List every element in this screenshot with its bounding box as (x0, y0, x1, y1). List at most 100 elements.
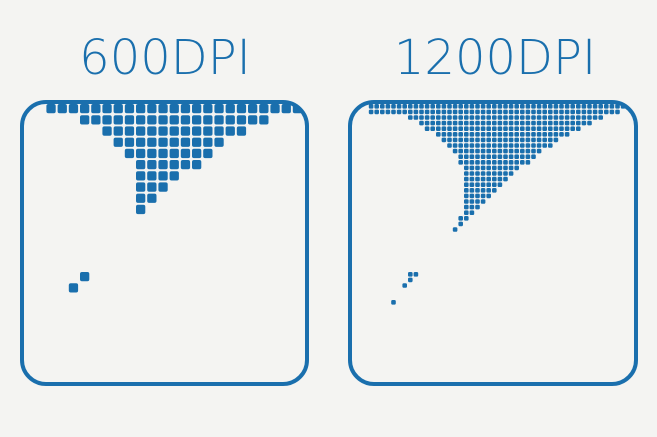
dpi600-dot (214, 104, 224, 114)
dpi1200-dot (548, 126, 553, 131)
dpi600-dot (169, 137, 179, 147)
dpi1200-dot (458, 137, 463, 143)
dpi1200-dot (492, 115, 497, 120)
dpi1200-dot (475, 176, 480, 182)
dpi1200-dot (458, 120, 463, 126)
dpi1200-dot (464, 120, 469, 126)
dpi1200-dot (424, 109, 430, 115)
dpi1200-dot (514, 104, 519, 109)
dpi1200-dot (480, 120, 486, 126)
dpi1200-dot (564, 126, 570, 131)
dpi1200-dot (564, 115, 570, 120)
dpi600-dot (113, 115, 123, 125)
dpi600-dot (147, 104, 157, 114)
dpi1200-dot (464, 188, 469, 193)
dpi600-dot (248, 115, 258, 125)
dpi1200-dot (374, 104, 379, 109)
dpi1200-dot (492, 160, 497, 165)
dpi1200-dot (458, 154, 463, 159)
dpi1200-dot (458, 104, 463, 109)
dpi1200-dot (402, 283, 407, 288)
dpi1200-dot (508, 109, 514, 115)
dpi1200-dot (458, 115, 463, 120)
dpi600-dot (248, 104, 258, 114)
dpi1200-dot (548, 120, 553, 126)
dpi600-dot (192, 104, 202, 114)
dpi1200-dot (615, 109, 620, 115)
dpi1200-dot (520, 126, 525, 131)
dpi1200-dot (475, 137, 480, 143)
dpi1200-dot (503, 176, 508, 182)
dpi1200-dot (480, 148, 486, 154)
dpi1200-dot (419, 115, 424, 120)
dpi600-dot (147, 126, 157, 136)
dpi1200-dot (464, 199, 469, 204)
dpi1200-dot (570, 126, 575, 131)
dpi1200-dot (497, 176, 503, 182)
dpi600-dot (136, 171, 146, 181)
dpi600-dot (203, 148, 213, 159)
dpi1200-dot (525, 120, 531, 126)
dpi1200-dot (486, 137, 491, 143)
dpi600-dot (180, 115, 191, 125)
dpi1200-dot (469, 104, 475, 109)
dpi1200-dot (525, 109, 531, 115)
dpi1200-dot (536, 137, 542, 143)
dpi1200-dot (542, 104, 547, 109)
dpi1200-dot (475, 154, 480, 159)
dpi600-dot (158, 171, 168, 181)
dpi1200-dot (464, 165, 469, 171)
dpi1200-dot (559, 104, 564, 109)
dpi600-dot (46, 104, 56, 114)
dpi1200-dot (520, 160, 525, 165)
dpi1200-dot (447, 109, 452, 115)
dpi1200-dot (408, 277, 413, 283)
dpi1200-dot (441, 132, 447, 137)
dpi1200-dot (553, 132, 559, 137)
dpi1200-dot (581, 115, 587, 120)
dpi1200-dot (531, 104, 536, 109)
dpi1200-dot (520, 104, 525, 109)
dpi600-dot (136, 104, 146, 114)
dpi1200-dot (480, 182, 486, 187)
dpi1200-dot (430, 104, 435, 109)
dpi1200-dot (542, 132, 547, 137)
dpi1200-dot (520, 143, 525, 148)
dpi1200-dot (587, 109, 592, 115)
dpi600-dot (158, 182, 168, 192)
dpi1200-dot (525, 160, 531, 165)
dpi1200-dot (514, 160, 519, 165)
dpi1200-dot (508, 115, 514, 120)
dpi1200-dot (475, 115, 480, 120)
dpi600-dot (169, 115, 179, 125)
dpi600-dot (158, 148, 168, 159)
dpi600-dot (113, 104, 123, 114)
dpi1200-dot (503, 148, 508, 154)
dpi600-dot (236, 104, 247, 114)
dpi1200-dot (368, 109, 374, 115)
dpi1200-dot (380, 104, 385, 109)
dpi1200-dot (497, 148, 503, 154)
dpi1200-dot (458, 148, 463, 154)
dpi1200-dot (553, 137, 559, 143)
dpi600-dot (180, 137, 191, 147)
dpi600-dot (169, 160, 179, 170)
dpi1200-dot (458, 216, 463, 221)
dpi1200-dot (458, 143, 463, 148)
dpi1200-dot (430, 109, 435, 115)
dpi1200-dot (436, 126, 441, 131)
dpi600-dot (124, 148, 135, 159)
dpi1200-dot (469, 126, 475, 131)
dpi1200-dot (464, 143, 469, 148)
dpi600-dot (180, 104, 191, 114)
dpi1200-dot (548, 115, 553, 120)
dpi1200-dot (452, 143, 458, 148)
dpi600-dot (158, 115, 168, 125)
dpi1200-dot (486, 176, 491, 182)
dpi1200-dot (598, 104, 603, 109)
dpi1200-dot (452, 137, 458, 143)
dpi600-dot (147, 160, 157, 170)
dpi1200-dot (447, 132, 452, 137)
dpi1200-dot (536, 115, 542, 120)
